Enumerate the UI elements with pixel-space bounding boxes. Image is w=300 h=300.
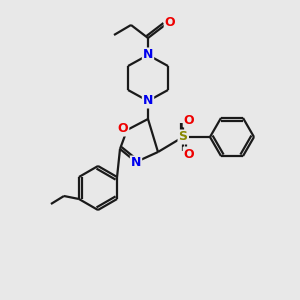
Text: O: O [184,113,194,127]
Text: O: O [184,148,194,160]
Text: S: S [178,130,188,143]
Text: O: O [118,122,128,136]
Text: O: O [165,16,175,28]
Text: N: N [131,157,141,169]
Text: N: N [143,49,153,62]
Text: N: N [143,94,153,107]
